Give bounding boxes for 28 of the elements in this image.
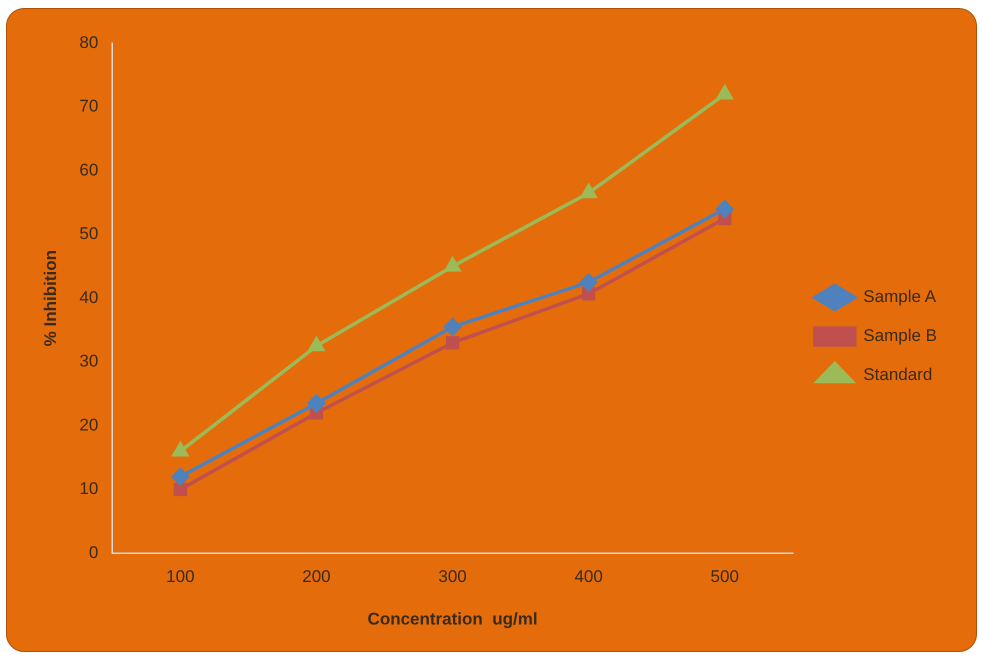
point — [444, 258, 460, 272]
y-tick-label: 40 — [79, 288, 98, 307]
y-tick-label: 80 — [79, 32, 98, 52]
point — [446, 336, 460, 350]
point — [580, 274, 598, 292]
y-tick-label: 10 — [79, 479, 98, 498]
point — [172, 468, 190, 486]
point — [716, 200, 734, 218]
point — [174, 482, 188, 496]
y-tick-label: 60 — [79, 160, 98, 180]
x-tick-label: 400 — [574, 567, 603, 586]
point — [582, 287, 596, 300]
point — [308, 394, 326, 412]
x-axis-title: Concentration ug/ml — [368, 609, 538, 628]
legend-label: Sample B — [863, 326, 937, 346]
y-tick-label: 20 — [79, 415, 98, 434]
y-tick-label: 30 — [79, 352, 98, 371]
point — [444, 318, 462, 336]
legend-label: Standard — [863, 365, 932, 384]
legend-label: Sample A — [863, 287, 937, 306]
y-axis-title: % Inhibition — [40, 250, 60, 346]
x-tick-label: 300 — [438, 567, 467, 586]
y-tick-label: 0 — [88, 542, 98, 562]
y-tick-label: 70 — [79, 96, 98, 116]
x-tick-label: 500 — [710, 567, 739, 586]
x-tick-label: 200 — [302, 567, 331, 586]
x-tick-label: 100 — [166, 567, 195, 586]
y-tick-label: 50 — [79, 224, 98, 244]
